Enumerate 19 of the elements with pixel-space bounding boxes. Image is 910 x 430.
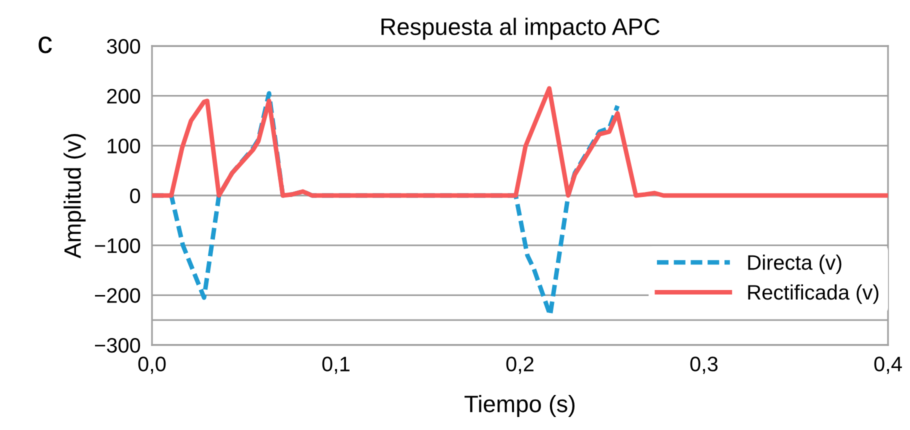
x-tick-label: 0,0 bbox=[138, 356, 166, 374]
legend-label: Directa (v) bbox=[748, 254, 842, 274]
y-tick-label: −300 bbox=[94, 338, 140, 353]
x-tick-label: 0,4 bbox=[874, 356, 902, 374]
line-series bbox=[152, 86, 888, 198]
y-tick-label: 300 bbox=[106, 39, 140, 54]
y-tick-label: −100 bbox=[94, 238, 140, 254]
text: c bbox=[38, 36, 52, 54]
y-axis-title: Amplitud (v) bbox=[64, 134, 86, 258]
y-tick-label: −200 bbox=[94, 288, 140, 303]
y-tick-label: 200 bbox=[107, 88, 140, 104]
y-tick-label: 100 bbox=[108, 138, 140, 154]
chart-title: Respuesta al impacto APC bbox=[382, 18, 660, 40]
x-axis-title: Tiempo (s) bbox=[464, 394, 575, 417]
x-tick-label: 0,1 bbox=[322, 356, 350, 374]
x-tick-label: 0,2 bbox=[506, 356, 534, 374]
legend-label: Rectificada (v) bbox=[748, 284, 878, 304]
y-tick-label: 0 bbox=[130, 188, 140, 204]
x-tick-label: 0,3 bbox=[690, 356, 718, 374]
